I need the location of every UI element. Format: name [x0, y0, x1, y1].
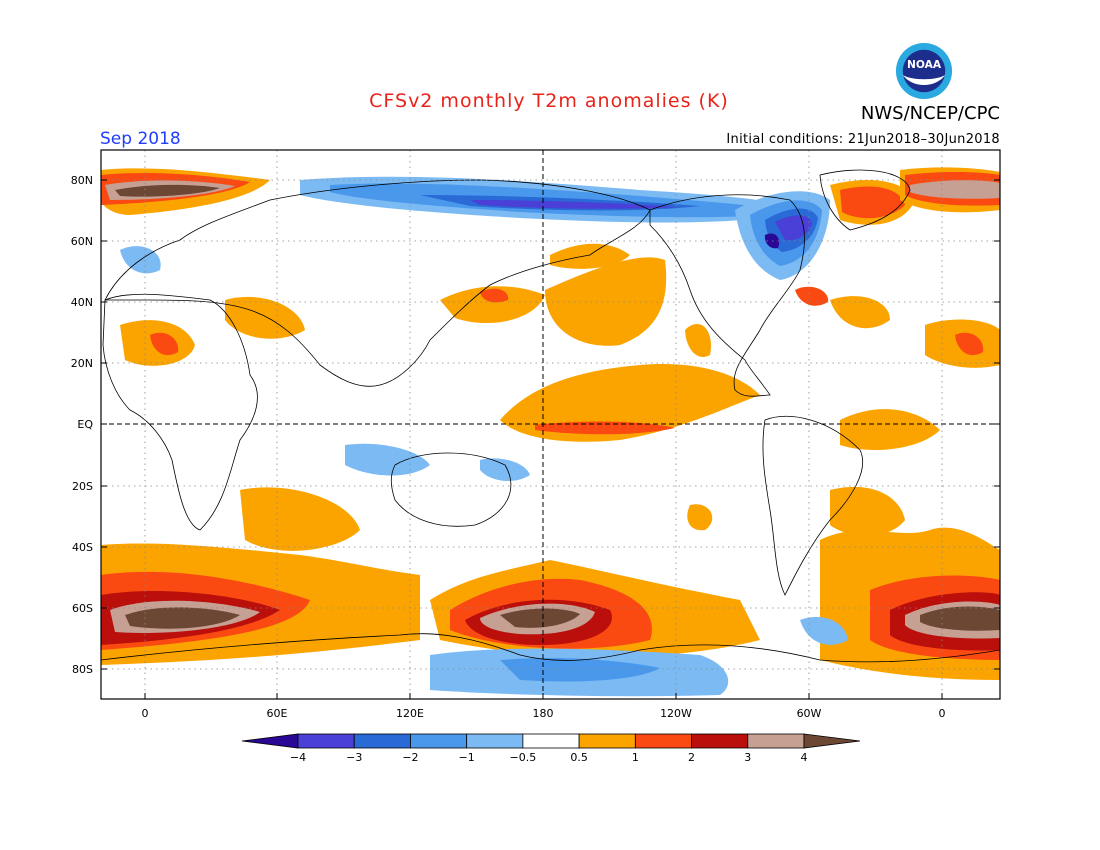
indian-ocean-warm	[240, 487, 360, 551]
colorbar-min-arrow	[241, 733, 299, 749]
coast-eurasia	[104, 179, 651, 387]
pacific-cold	[480, 458, 530, 482]
eq-pacific-warm	[500, 364, 760, 442]
colorbar-level-label: −2	[402, 751, 418, 764]
coast-north-america	[649, 194, 805, 397]
arctic-brown-left	[115, 184, 220, 197]
lon-label: 0	[142, 707, 149, 720]
colorbar-swatch	[410, 733, 468, 749]
n-atlantic-warm	[830, 296, 890, 329]
colorbar-swatch	[353, 733, 411, 749]
colorbar-swatch	[747, 733, 805, 749]
np-warm-band	[545, 257, 667, 346]
coastlines	[101, 169, 1000, 663]
colorbar-level-label: −3	[346, 751, 362, 764]
lon-label: 60W	[797, 707, 822, 720]
colorbar-max-arrow	[803, 733, 861, 749]
colorbar-swatch	[634, 733, 692, 749]
colorbar-level-label: −4	[290, 751, 306, 764]
baja-warm	[685, 324, 711, 358]
lat-label: 80S	[72, 663, 93, 676]
colorbar-labels: −4 −3 −2 −1 −0.5 0.5 1 2 3 4	[290, 751, 808, 764]
coast-greenland	[819, 169, 911, 231]
coast-south-america	[762, 415, 864, 596]
arctic-tan-right	[910, 180, 1000, 199]
anomaly-shading	[101, 167, 1000, 697]
so-brown-3	[920, 606, 1000, 631]
eq-pacific-orange	[535, 421, 675, 435]
colorbar-swatch	[297, 733, 355, 749]
lon-label: 180	[533, 707, 554, 720]
so-brown-2	[500, 608, 580, 628]
reference-lines	[101, 150, 1000, 699]
colorbar-level-label: −0.5	[510, 751, 537, 764]
coast-antarctica	[101, 633, 1000, 663]
lon-label: 60E	[267, 707, 288, 720]
sahara-orange	[150, 332, 179, 356]
lat-label: 20N	[71, 357, 93, 370]
lat-label: 40N	[71, 296, 93, 309]
colorbar-swatch	[578, 733, 636, 749]
np-north-warm	[550, 243, 630, 269]
lat-label: 60N	[71, 235, 93, 248]
initial-conditions: Initial conditions: 21Jun2018–30Jun2018	[726, 132, 1000, 147]
sahara-orange-right	[955, 332, 984, 356]
mid-atlantic-warm	[840, 409, 940, 450]
colorbar-level-label: 2	[688, 751, 695, 764]
kuroshio-orange	[480, 288, 509, 303]
noaa-logo: NOAA	[895, 42, 953, 100]
forecast-month: Sep 2018	[100, 129, 181, 149]
lat-label: 80N	[71, 174, 93, 187]
colorbar-level-label: 0.5	[570, 751, 588, 764]
colorbar-level-label: 1	[632, 751, 639, 764]
lat-label: EQ	[77, 418, 93, 431]
lat-label: 60S	[72, 602, 93, 615]
grid	[101, 150, 1000, 699]
greenland-orange	[840, 186, 905, 219]
coast-australia	[390, 452, 512, 527]
agency-label: NWS/NCEP/CPC	[860, 103, 1000, 124]
s-atlantic-cold	[800, 616, 848, 645]
colorbar-swatches	[241, 733, 861, 749]
maritime-cold	[345, 443, 430, 476]
so-brown-1	[125, 607, 240, 629]
colorbar-level-label: 4	[801, 751, 808, 764]
colorbar-swatch	[466, 733, 524, 749]
colorbar-level-label: 3	[744, 751, 751, 764]
map-title: CFSv2 monthly T2m anomalies (K)	[369, 90, 729, 112]
lon-ticks: 0 60E 120E 180 120W 60W 0	[142, 707, 946, 720]
lon-label: 120W	[660, 707, 692, 720]
colorbar-swatch	[522, 733, 580, 749]
gulfstream-orange	[795, 286, 829, 306]
siberia-cold-darker	[470, 200, 680, 209]
colorbar-swatch	[691, 733, 749, 749]
lat-label: 40S	[72, 541, 93, 554]
antarctica-cold-mid	[500, 657, 660, 682]
sa-atlantic-warm	[830, 486, 905, 536]
lat-ticks: 80N 60N 40N 20N EQ 20S 40S 60S 80S	[71, 174, 94, 676]
kuroshio-warm	[440, 286, 545, 324]
colorbar-level-label: −1	[459, 751, 475, 764]
svg-text:NOAA: NOAA	[907, 58, 942, 71]
mideast-warm	[225, 296, 305, 339]
coast-africa	[102, 293, 258, 531]
lat-label: 20S	[72, 480, 93, 493]
sw-pacific-warm	[687, 504, 713, 531]
lon-label: 0	[939, 707, 946, 720]
lon-label: 120E	[396, 707, 424, 720]
